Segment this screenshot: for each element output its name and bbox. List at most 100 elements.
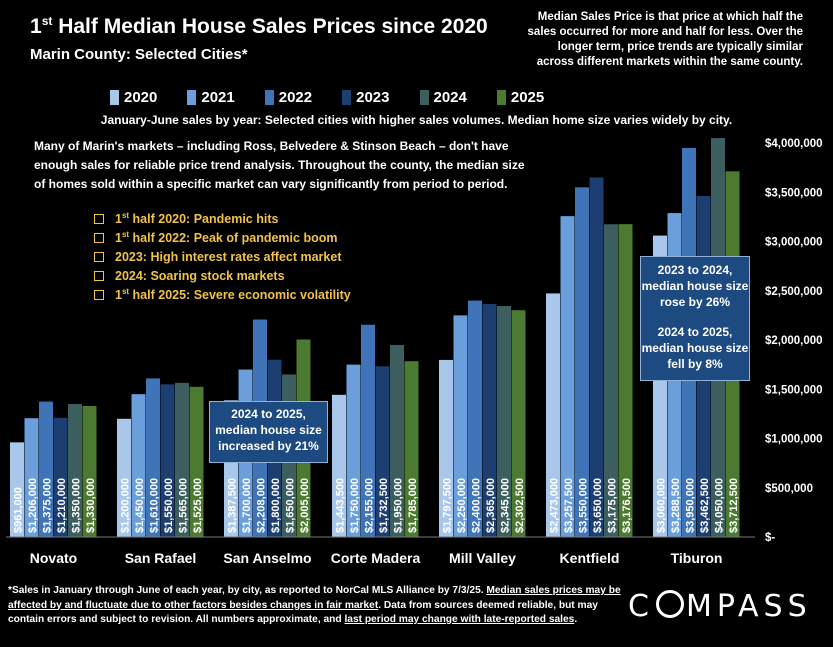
event-item: 2023: High interest rates affect market (94, 247, 351, 266)
chart-title: 1st Half Median House Sales Prices since… (30, 14, 488, 38)
data-label: $2,302,500 (514, 478, 526, 533)
data-label: $3,175,000 (606, 478, 618, 533)
x-tick-label: San Rafael (125, 550, 197, 566)
data-label: $3,950,000 (684, 478, 696, 533)
data-label: $2,155,000 (363, 478, 375, 533)
legend-swatch (264, 90, 274, 105)
san-anselmo-callout: 2024 to 2025, median house size increase… (209, 401, 328, 463)
data-label: $3,060,000 (655, 478, 667, 533)
data-label: $1,550,000 (163, 478, 175, 533)
bar-2020 (332, 394, 346, 537)
legend-swatch (419, 90, 429, 105)
sales-note: January-June sales by year: Selected cit… (100, 113, 733, 127)
data-label: $1,450,000 (134, 478, 146, 533)
data-label: $1,330,000 (85, 478, 97, 533)
event-item: 1st half 2020: Pandemic hits (94, 209, 351, 228)
y-tick-label: $3,000,000 (765, 237, 823, 249)
event-item: 2024: Soaring stock markets (94, 266, 351, 285)
y-tick-label: $2,000,000 (765, 335, 823, 347)
data-label: $3,462,500 (699, 478, 711, 533)
event-text: 1st half 2022: Peak of pandemic boom (115, 229, 338, 246)
checkbox-icon (94, 251, 104, 262)
data-label: $1,200,000 (119, 478, 131, 533)
y-tick-label: $- (765, 532, 775, 544)
bar-2022 (575, 187, 589, 537)
tiburon-callout-second: 2024 to 2025, median house size fell by … (641, 325, 749, 371)
bar-2021 (346, 364, 361, 537)
bar-2022 (361, 324, 375, 537)
data-label: $2,365,000 (485, 478, 497, 533)
data-label: $1,950,000 (392, 478, 404, 533)
legend-swatch (187, 90, 197, 105)
legend-item-2021: 2021 (187, 89, 235, 106)
legend-item-2023: 2023 (342, 89, 390, 106)
definition-note: Median Sales Price is that price at whic… (527, 11, 803, 68)
checkbox-icon (94, 289, 104, 300)
event-text: 2024: Soaring stock markets (115, 268, 285, 283)
data-label: $1,210,000 (56, 478, 68, 533)
data-label: $2,005,000 (299, 478, 311, 533)
footnote: *Sales in January through June of each y… (8, 585, 621, 625)
data-label: $4,050,000 (713, 478, 725, 533)
data-label: $1,375,000 (41, 478, 53, 533)
data-label: $1,565,000 (177, 478, 189, 533)
y-tick-label: $500,000 (765, 483, 813, 495)
legend-item-2024: 2024 (419, 89, 467, 106)
y-tick-label: $2,500,000 (765, 286, 823, 298)
data-label: $2,473,000 (548, 478, 560, 533)
legend-item-2022: 2022 (264, 89, 313, 106)
bar-2023 (53, 417, 68, 537)
event-text: 2023: High interest rates affect market (115, 249, 342, 264)
legend-label: 2025 (510, 89, 545, 106)
event-list: 1st half 2020: Pandemic hits 1st half 202… (94, 209, 351, 304)
data-label: $2,400,000 (470, 478, 482, 533)
data-label: $2,250,000 (456, 478, 468, 533)
legend-label: 2023 (356, 89, 390, 106)
bar-2021 (453, 315, 468, 537)
bar-2023 (589, 177, 604, 537)
logo-o-ring (655, 590, 684, 618)
event-text: 1st half 2020: Pandemic hits (115, 210, 279, 227)
bar-2024 (68, 404, 82, 537)
event-item: 1st half 2022: Peak of pandemic boom (94, 228, 351, 247)
y-tick-label: $4,000,000 (765, 138, 823, 150)
bar-2025 (618, 224, 633, 537)
data-label: $1,750,000 (349, 478, 361, 533)
bar-2020 (546, 293, 560, 537)
data-label: $3,288,500 (670, 478, 682, 533)
data-label: $1,350,000 (70, 478, 82, 533)
data-label: $1,732,500 (378, 478, 390, 533)
bar-2022 (39, 401, 53, 537)
data-label: $3,257,500 (563, 478, 575, 533)
y-tick-label: $3,500,000 (765, 187, 823, 199)
data-label: $1,525,000 (192, 478, 204, 533)
legend-label: 2022 (278, 89, 313, 106)
y-tick-label: $1,000,000 (765, 434, 823, 446)
x-tick-label: San Anselmo (223, 550, 311, 566)
chart-subtitle: Marin County: Selected Cities* (30, 46, 248, 63)
x-tick-label: Kentfield (560, 550, 620, 566)
bar-2024 (175, 382, 189, 537)
data-label: $961,000 (12, 487, 24, 533)
chart-legend: 2020 2021 2022 2023 2024 2025 (110, 89, 574, 106)
data-label: $1,610,000 (148, 478, 160, 533)
bar-2023 (375, 366, 390, 537)
compass-logo: C MPASS (628, 589, 812, 624)
x-tick-label: Novato (30, 550, 77, 566)
legend-item-2025: 2025 (496, 89, 545, 106)
bar-2024 (390, 344, 404, 537)
legend-label: 2024 (433, 89, 467, 106)
bar-2023 (482, 304, 497, 537)
event-text: 1st half 2025: Severe economic volatilit… (115, 286, 351, 303)
markets-paragraph: Many of Marin's markets – including Ross… (34, 139, 525, 191)
data-label: $1,785,000 (407, 478, 419, 533)
bar-2023 (160, 384, 175, 537)
x-tick-label: Mill Valley (449, 550, 516, 566)
data-label: $1,700,000 (241, 478, 253, 533)
legend-item-2020: 2020 (110, 89, 157, 106)
event-item: 1st half 2025: Severe economic volatilit… (94, 285, 351, 304)
bar-2024 (604, 224, 618, 537)
y-tick-label: $1,500,000 (765, 384, 823, 396)
bar-2020 (439, 359, 453, 537)
